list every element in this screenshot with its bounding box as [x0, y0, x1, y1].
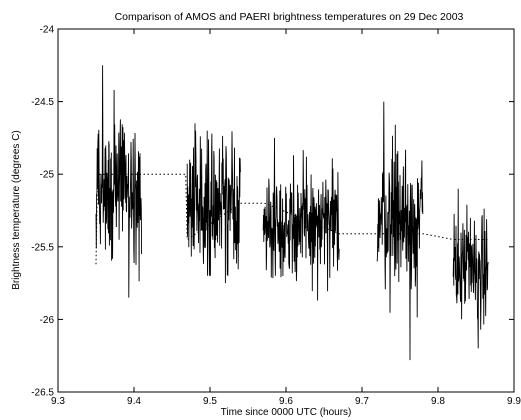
amos-trace-segment [95, 65, 143, 298]
y-tick-label: -26 [40, 315, 55, 326]
amos-trace-segment [452, 188, 489, 349]
amos-trace-segment [376, 101, 424, 361]
y-tick-label: -25 [40, 170, 55, 181]
y-tick-label: -26.5 [31, 388, 54, 399]
x-tick-label: 9.4 [127, 396, 141, 407]
x-tick-label: 9.8 [431, 396, 445, 407]
x-tick-label: 9.3 [51, 396, 65, 407]
y-axis-label: Brightness temperature (degrees C) [11, 130, 22, 290]
y-tick-label: -25.5 [31, 242, 54, 253]
amos-trace-segment [262, 137, 340, 301]
x-tick-label: 9.7 [355, 396, 369, 407]
amos-trace-segment [186, 123, 241, 284]
paeri-dotted-line [95, 173, 489, 265]
x-tick-label: 9.6 [279, 396, 293, 407]
x-tick-label: 9.9 [507, 396, 521, 407]
x-axis-label: Time since 0000 UTC (hours) [221, 407, 352, 418]
y-tick-label: -24.5 [31, 97, 54, 108]
chart-title: Comparison of AMOS and PAERI brightness … [115, 11, 464, 23]
y-tick-label: -24 [40, 25, 55, 36]
tick-layer: 9.3 9.4 9.5 9.6 9.7 9.8 9.9 -26.5 -26 -25.5 -25 -24… [31, 25, 521, 408]
x-tick-label: 9.5 [203, 396, 217, 407]
series-layer [95, 65, 489, 361]
